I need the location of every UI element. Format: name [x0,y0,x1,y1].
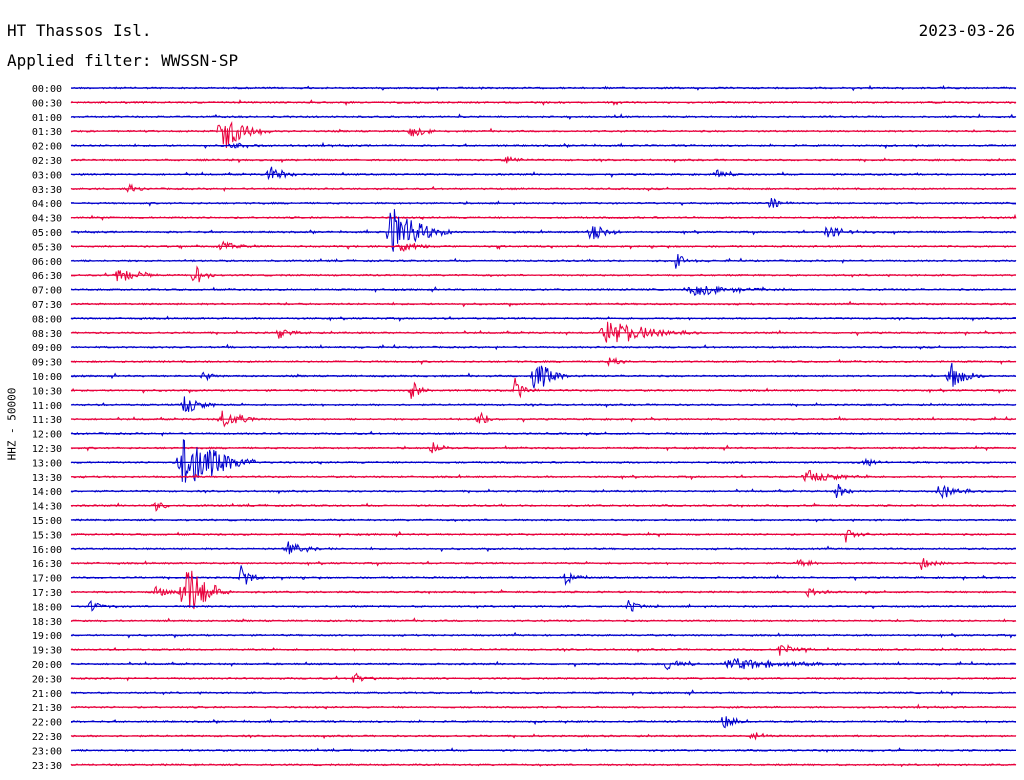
row-time-label: 22:00 [32,718,62,729]
row-time-label: 17:30 [32,588,62,599]
row-time-label: 16:30 [32,559,62,570]
row-time-label: 19:00 [32,631,62,642]
row-time-label: 16:00 [32,545,62,556]
row-time-label: 15:00 [32,516,62,527]
trace-row [70,541,1016,555]
row-time-label: 02:00 [32,142,62,153]
row-time-label: 13:30 [32,473,62,484]
trace-row [70,599,1017,612]
trace-row [70,501,1017,512]
row-time-label: 01:00 [32,113,62,124]
row-time-label: 14:00 [32,487,62,498]
row-time-label: 10:30 [32,386,62,397]
filter-label: Applied filter: WWSSN-SP [7,51,239,70]
row-time-label: 12:00 [32,430,62,441]
trace-row [70,529,1017,543]
row-time-label: 10:00 [32,372,62,383]
row-time-label: 15:30 [32,530,62,541]
row-time-label: 06:30 [32,271,62,282]
row-time-label: 20:00 [32,660,62,671]
row-time-label: 04:30 [32,214,62,225]
row-time-label: 19:30 [32,646,62,657]
trace-row [70,644,1017,656]
trace-row [70,558,1017,570]
row-time-label: 21:30 [32,703,62,714]
row-time-label: 09:00 [32,343,62,354]
row-time-label: 13:00 [32,458,62,469]
row-time-label: 07:00 [32,286,62,297]
row-time-label: 22:30 [32,732,62,743]
row-time-label: 23:00 [32,746,62,757]
row-time-label: 18:00 [32,602,62,613]
row-time-label: 05:30 [32,242,62,253]
row-time-label: 00:00 [32,84,62,95]
row-time-label: 18:30 [32,617,62,628]
row-time-label: 06:00 [32,257,62,268]
trace-row [70,703,1017,710]
trace-row [70,120,1017,149]
row-time-label: 14:30 [32,502,62,513]
row-time-label: 05:00 [32,228,62,239]
row-time-label: 00:30 [32,98,62,109]
row-time-label: 09:30 [32,358,62,369]
trace-row [70,410,1017,428]
row-time-label: 20:30 [32,674,62,685]
trace-row [70,285,1017,296]
row-time-label: 11:30 [32,415,62,426]
trace-row [70,565,1017,586]
row-time-label: 11:00 [32,401,62,412]
trace-row [70,166,1016,181]
trace-row [70,362,1017,389]
row-labels: 00:00 00:30 01:00 01:30 02:00 02:30 03:00 03:30… [32,84,62,772]
row-time-label: 07:30 [32,300,62,311]
trace-row [70,396,1017,412]
trace-row [70,321,1017,343]
date-label: 2023-03-26 [918,21,1015,40]
row-time-label: 08:00 [32,314,62,325]
row-time-label: 03:30 [32,185,62,196]
row-time-label: 17:00 [32,574,62,585]
row-time-label: 01:30 [32,127,62,138]
row-time-label: 12:30 [32,444,62,455]
station-title: HT Thassos Isl. [7,21,152,40]
row-time-label: 04:00 [32,199,62,210]
row-time-label: 02:30 [32,156,62,167]
row-time-label: 08:30 [32,329,62,340]
row-time-label: 03:00 [32,170,62,181]
row-time-label: 23:30 [32,761,62,772]
row-time-label: 21:00 [32,689,62,700]
seismic-traces [70,84,1017,768]
